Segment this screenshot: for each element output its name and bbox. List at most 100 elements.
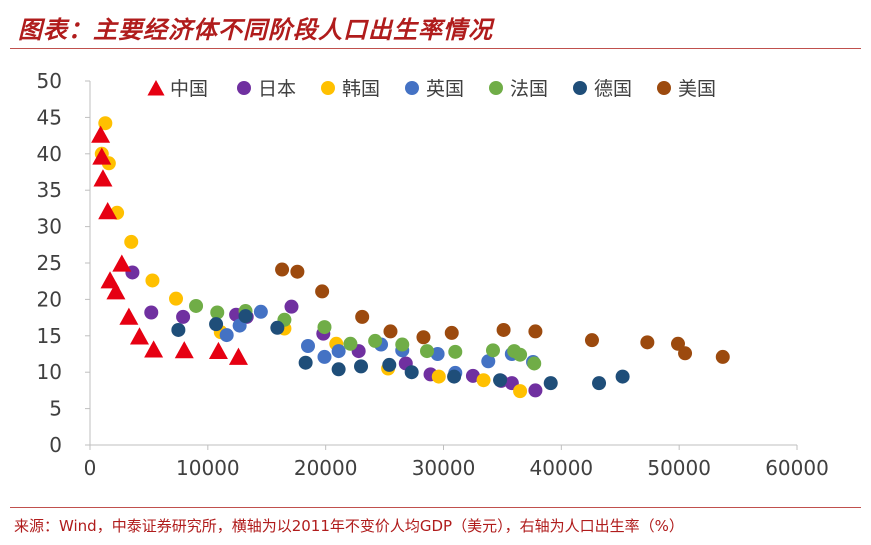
legend-marker bbox=[321, 81, 335, 95]
data-point bbox=[300, 338, 315, 353]
data-point bbox=[171, 322, 186, 337]
data-point-triangle bbox=[112, 254, 132, 272]
data-point-triangle bbox=[106, 282, 126, 300]
data-point-triangle bbox=[92, 147, 112, 165]
data-point bbox=[383, 324, 398, 339]
y-tick-label: 20 bbox=[37, 287, 62, 311]
data-point bbox=[124, 234, 139, 249]
y-tick-label: 10 bbox=[37, 360, 62, 384]
data-point bbox=[298, 355, 313, 370]
y-tick-label: 30 bbox=[37, 215, 62, 239]
data-point bbox=[528, 324, 543, 339]
data-point bbox=[343, 336, 358, 351]
data-point-triangle bbox=[228, 347, 248, 365]
data-point bbox=[189, 298, 204, 313]
data-point bbox=[355, 309, 370, 324]
data-point bbox=[290, 264, 305, 279]
data-point bbox=[513, 347, 528, 362]
data-point bbox=[615, 369, 630, 384]
data-point bbox=[420, 344, 435, 359]
data-point bbox=[465, 368, 480, 383]
data-point bbox=[331, 344, 346, 359]
data-point bbox=[317, 320, 332, 335]
data-point bbox=[209, 317, 224, 332]
data-point bbox=[404, 365, 419, 380]
data-point bbox=[382, 357, 397, 372]
data-point-triangle bbox=[98, 202, 118, 220]
data-point bbox=[481, 354, 496, 369]
x-tick-label: 30000 bbox=[412, 456, 476, 480]
data-point bbox=[275, 262, 290, 277]
legend-label: 英国 bbox=[426, 78, 464, 100]
legend-label: 日本 bbox=[258, 78, 296, 100]
data-point-triangle bbox=[208, 341, 228, 360]
y-tick-label: 5 bbox=[49, 397, 62, 421]
data-point-triangle bbox=[100, 271, 120, 289]
data-point-triangle bbox=[91, 125, 111, 143]
data-point bbox=[447, 369, 462, 384]
data-point-triangle bbox=[174, 341, 194, 359]
data-points bbox=[91, 116, 730, 399]
data-point bbox=[145, 273, 160, 288]
y-tick-label: 0 bbox=[49, 433, 62, 457]
data-point-triangle bbox=[93, 169, 113, 187]
legend-marker bbox=[489, 81, 503, 95]
y-tick-label: 45 bbox=[37, 105, 62, 129]
legend-label: 德国 bbox=[594, 78, 632, 100]
data-point bbox=[98, 116, 113, 131]
x-tick-label: 40000 bbox=[530, 456, 594, 480]
data-point bbox=[315, 284, 330, 299]
data-point bbox=[176, 309, 191, 324]
legend-marker bbox=[657, 81, 671, 95]
y-tick-label: 35 bbox=[37, 178, 62, 202]
legend: 中国 日本 韩国 英国 法国 德国 美国 bbox=[147, 78, 716, 100]
data-point bbox=[219, 328, 234, 343]
title-divider bbox=[10, 48, 861, 49]
y-tick-label: 40 bbox=[37, 142, 62, 166]
data-point bbox=[317, 349, 332, 364]
axes: 0 5 10 15 20 25 30 35 40 45 50 0 10000 20000 30000 4000… bbox=[37, 69, 829, 480]
data-point bbox=[543, 376, 558, 391]
legend-marker bbox=[573, 81, 587, 95]
data-point bbox=[395, 337, 410, 352]
data-point bbox=[527, 356, 542, 371]
source-divider bbox=[10, 507, 861, 508]
y-tick-label: 25 bbox=[37, 251, 62, 275]
data-point bbox=[368, 333, 383, 348]
data-point bbox=[640, 335, 655, 350]
x-tick-label: 10000 bbox=[176, 456, 240, 480]
chart-title: 图表：主要经济体不同阶段人口出生率情况 bbox=[18, 16, 493, 44]
data-point-triangle bbox=[119, 307, 139, 325]
data-point bbox=[354, 359, 369, 374]
data-point bbox=[144, 305, 159, 320]
data-point bbox=[169, 291, 184, 306]
data-point bbox=[678, 346, 693, 361]
legend-marker bbox=[147, 80, 165, 96]
data-point bbox=[592, 376, 607, 391]
data-point bbox=[448, 344, 463, 359]
legend-marker bbox=[237, 81, 251, 95]
data-point bbox=[496, 322, 511, 337]
legend-label: 美国 bbox=[678, 78, 716, 100]
data-point bbox=[238, 309, 253, 324]
y-tick-label: 15 bbox=[37, 324, 62, 348]
data-point bbox=[715, 349, 730, 364]
data-point bbox=[284, 299, 299, 314]
x-tick-label: 0 bbox=[84, 456, 97, 480]
legend-marker bbox=[405, 81, 419, 95]
legend-label: 韩国 bbox=[342, 78, 380, 100]
data-point bbox=[253, 304, 268, 319]
data-point bbox=[485, 343, 500, 358]
source-note: 来源：Wind，中泰证券研究所，横轴为以2011年不变价人均GDP（美元），右轴… bbox=[14, 517, 684, 535]
data-point bbox=[430, 347, 445, 361]
y-tick-label: 50 bbox=[37, 69, 62, 93]
data-point bbox=[528, 383, 543, 398]
data-point bbox=[431, 369, 446, 384]
data-point bbox=[476, 373, 491, 388]
data-point bbox=[416, 330, 431, 345]
data-point bbox=[331, 362, 346, 377]
legend-label: 法国 bbox=[510, 78, 548, 100]
data-point-triangle bbox=[129, 327, 149, 345]
data-point bbox=[270, 320, 285, 335]
